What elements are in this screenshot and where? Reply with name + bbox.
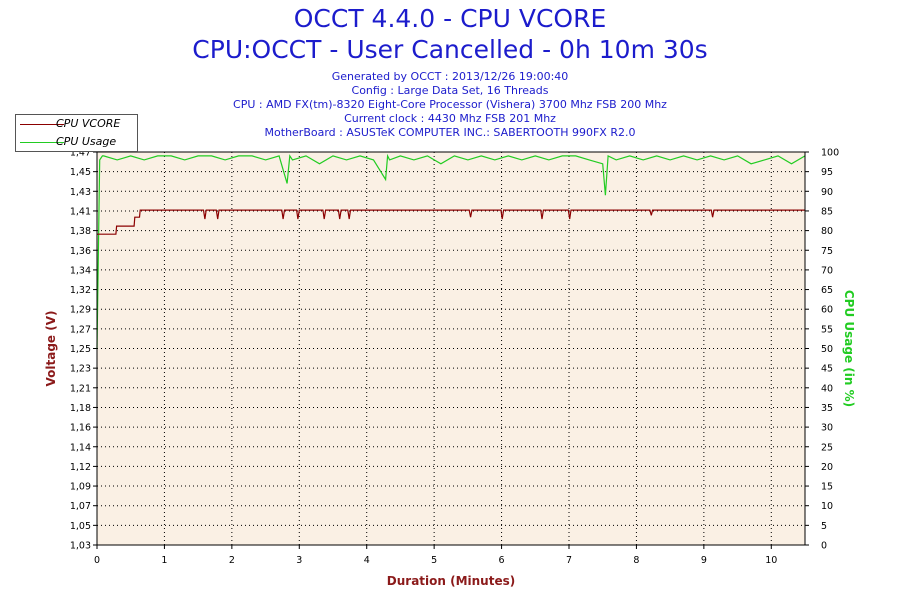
x-tick-label: 4 [364, 555, 370, 566]
y-tick-label: 1,21 [70, 383, 91, 394]
y2-tick-label: 70 [821, 265, 833, 276]
series-line-cpu-usage [96, 153, 806, 349]
y-tick-label: 1,07 [70, 501, 91, 512]
y2-tick-label: 65 [821, 285, 833, 296]
y2-tick-label: 35 [821, 403, 833, 414]
y2-tick-label: 100 [821, 148, 839, 159]
x-tick-label: 3 [296, 555, 302, 566]
chart-subtitle: CPU:OCCT - User Cancelled - 0h 10m 30s [192, 35, 708, 64]
x-tick-label: 2 [229, 555, 235, 566]
y-tick-label: 1,25 [70, 344, 91, 355]
legend-swatch-usage [20, 142, 64, 143]
legend: CPU VCORE CPU Usage [15, 114, 138, 152]
series-line-cpu-vcore [97, 209, 805, 235]
y2-tick-label: 5 [821, 521, 827, 532]
legend-swatch-vcore [20, 124, 64, 125]
y-tick-label: 1,05 [70, 521, 91, 532]
y2-tick-label: 90 [821, 187, 833, 198]
y-axis-label: Voltage (V) [44, 311, 58, 387]
y-tick-label: 1,36 [70, 246, 91, 257]
x-tick-label: 7 [566, 555, 572, 566]
y-tick-label: 1,43 [70, 187, 91, 198]
y2-tick-label: 10 [821, 501, 833, 512]
y2-axis-label: CPU Usage (in %) [842, 290, 856, 407]
y-tick-label: 1,16 [70, 423, 91, 434]
y-tick-label: 1,12 [70, 462, 91, 473]
legend-label-vcore: CPU VCORE [56, 117, 121, 130]
y2-tick-label: 50 [821, 344, 833, 355]
legend-item-usage: CPU Usage [16, 134, 137, 150]
x-tick-label: 9 [701, 555, 707, 566]
y2-tick-label: 15 [821, 482, 833, 493]
x-tick-label: 6 [499, 555, 505, 566]
y-tick-label: 1,03 [70, 541, 91, 552]
y2-tick-label: 40 [821, 383, 833, 394]
y-tick-label: 1,34 [70, 265, 91, 276]
y-tick-label: 1,23 [70, 364, 91, 375]
y2-tick-label: 20 [821, 462, 833, 473]
plot-border [96, 151, 806, 546]
y2-tick-label: 55 [821, 324, 833, 335]
y-tick-label: 1,27 [70, 324, 91, 335]
y2-tick-label: 60 [821, 305, 833, 316]
x-tick-label: 8 [633, 555, 639, 566]
y2-tick-label: 25 [821, 442, 833, 453]
y-tick-label: 1,18 [70, 403, 91, 414]
y2-tick-label: 45 [821, 364, 833, 375]
legend-item-vcore: CPU VCORE [16, 116, 137, 132]
x-tick-label: 10 [765, 555, 777, 566]
chart-title: OCCT 4.4.0 - CPU VCORE [293, 4, 607, 33]
info-generated: Generated by OCCT : 2013/12/26 19:00:40 [331, 70, 569, 83]
legend-label-usage: CPU Usage [56, 135, 117, 148]
y2-tick-label: 75 [821, 246, 833, 257]
y-tick-label: 1,32 [70, 285, 91, 296]
y2-tick-label: 30 [821, 423, 833, 434]
x-tick-label: 0 [94, 555, 100, 566]
y-tick-label: 1,47 [70, 148, 91, 159]
y-tick-label: 1,09 [70, 482, 91, 493]
y-tick-label: 1,38 [70, 226, 91, 237]
info-cpu: CPU : AMD FX(tm)-8320 Eight-Core Process… [233, 98, 667, 111]
y2-tick-label: 80 [821, 226, 833, 237]
plot-area [97, 152, 805, 545]
y-tick-label: 1,29 [70, 305, 91, 316]
y-tick-label: 1,14 [70, 442, 91, 453]
y-tick-label: 1,41 [70, 206, 91, 217]
x-axis-label: Duration (Minutes) [387, 574, 515, 588]
info-motherboard: MotherBoard : ASUSTeK COMPUTER INC.: SAB… [264, 126, 636, 139]
x-tick-label: 5 [431, 555, 437, 566]
y2-tick-label: 85 [821, 206, 833, 217]
info-clock: Current clock : 4430 Mhz FSB 201 Mhz [344, 112, 556, 125]
x-tick-label: 1 [161, 555, 167, 566]
info-config: Config : Large Data Set, 16 Threads [351, 84, 549, 97]
y2-tick-label: 95 [821, 167, 833, 178]
y2-tick-label: 0 [821, 541, 827, 552]
y-tick-label: 1,45 [70, 167, 91, 178]
